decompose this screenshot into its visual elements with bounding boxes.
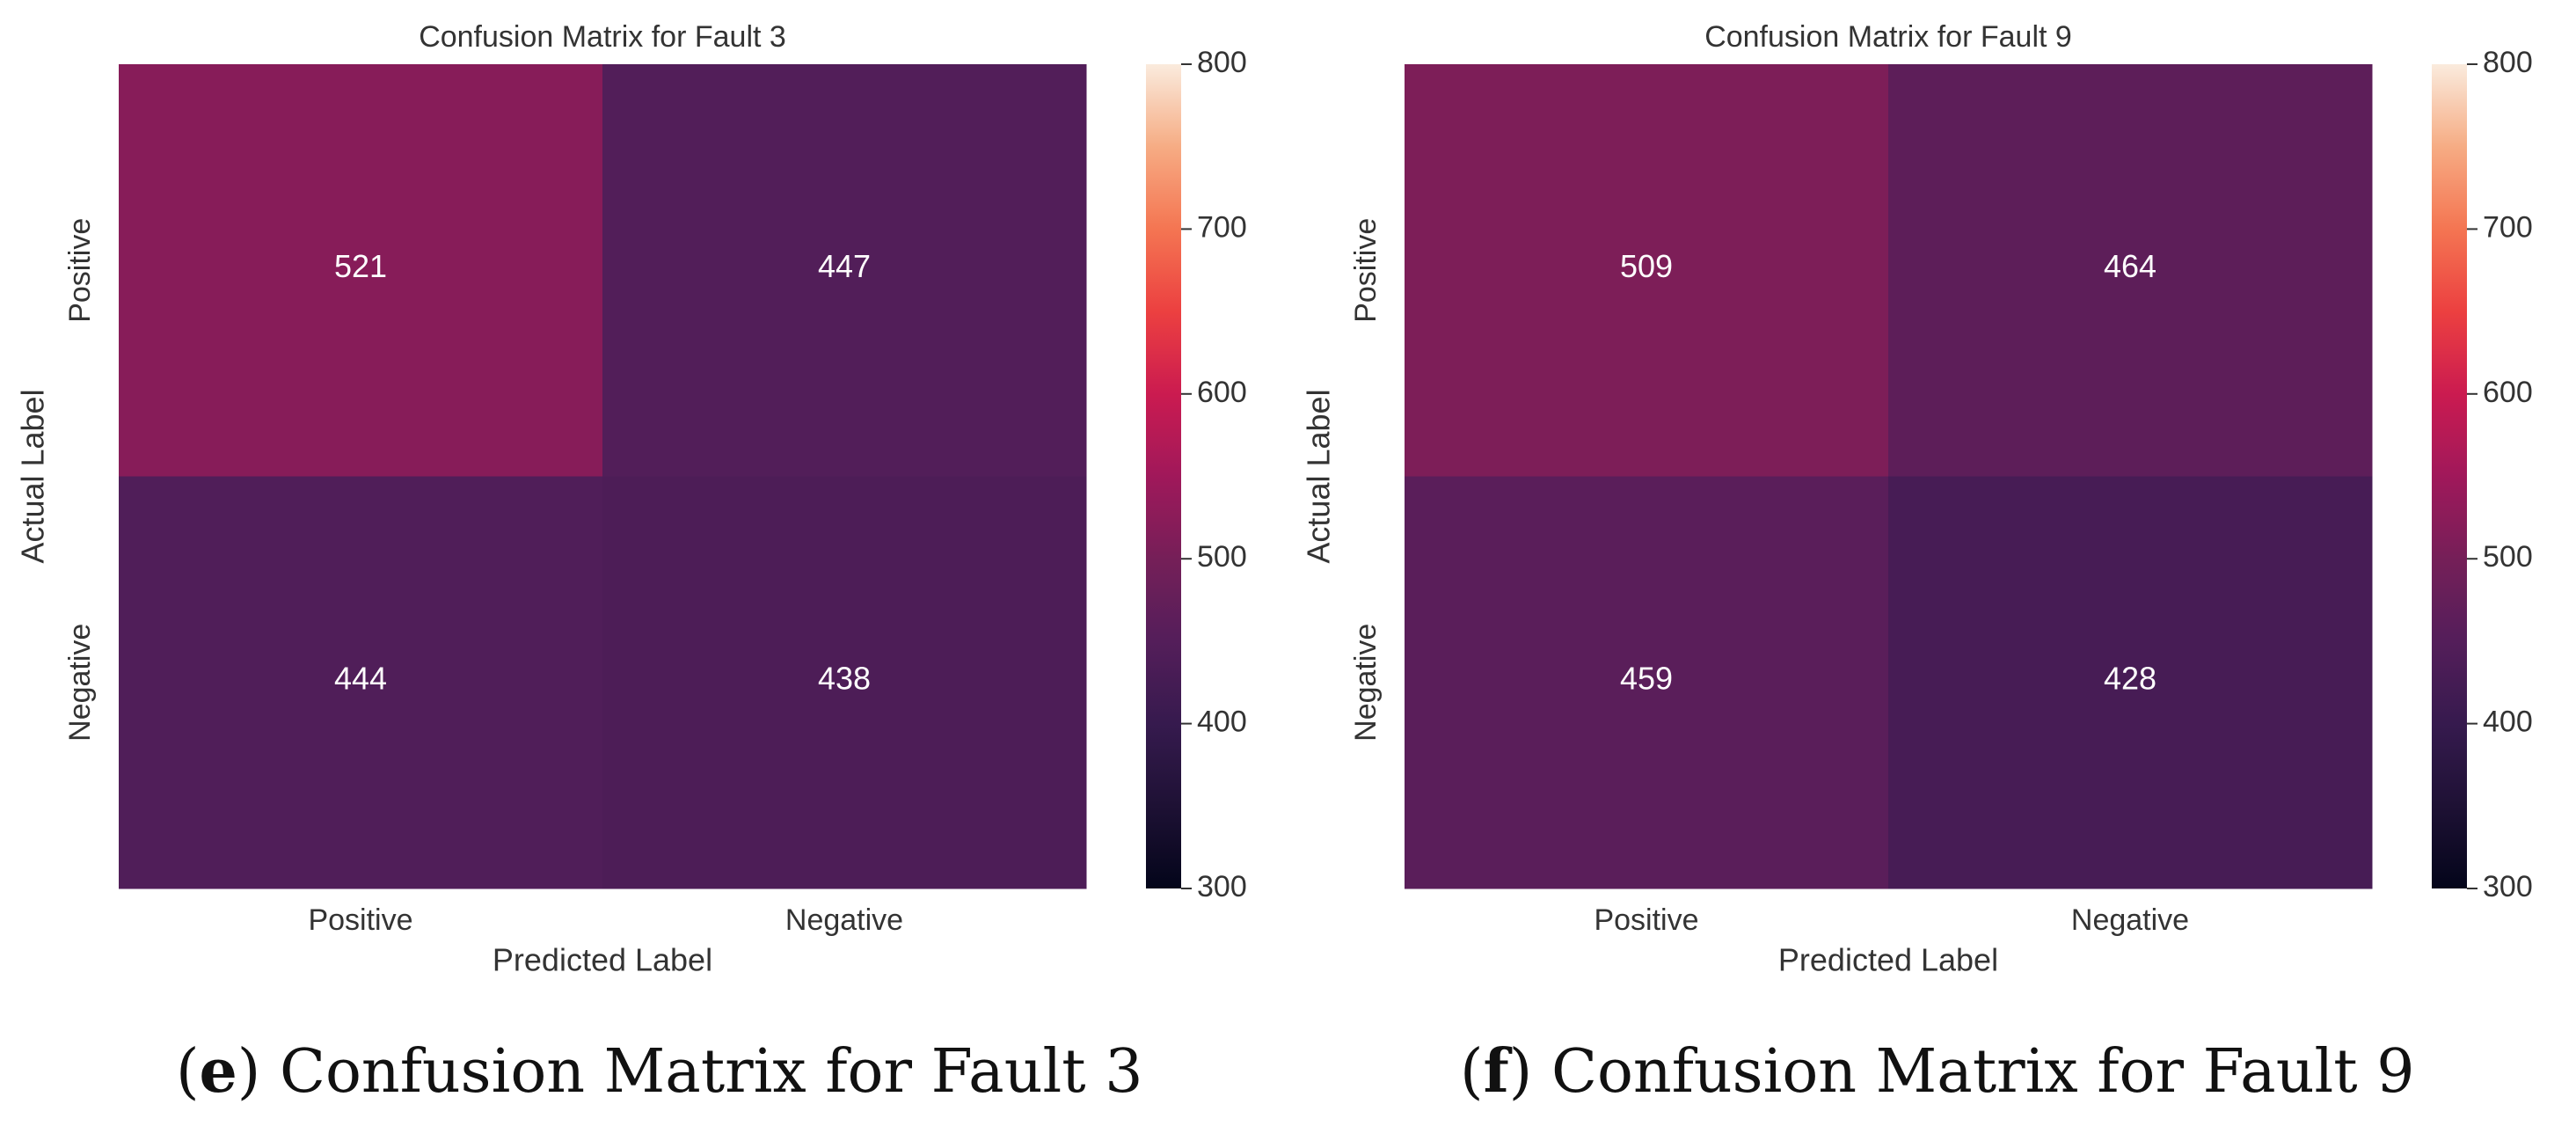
caption-fault-9: (f) Confusion Matrix for Fault 9: [1460, 1036, 2415, 1107]
colorbar-tick-label: 700: [1197, 210, 1247, 244]
cell-value-label: 438: [818, 660, 871, 696]
colorbar-tick-label: 600: [2483, 376, 2533, 409]
cell-value-label: 444: [334, 660, 387, 696]
heatmap-cell: [1405, 476, 1889, 889]
colorbar-tick-label: 800: [1197, 46, 1247, 79]
cell-value-label: 447: [818, 248, 871, 284]
colorbar-tick-label: 500: [1197, 540, 1247, 574]
chart-fault-3: Confusion Matrix for Fault 3 521 447 444 438…: [15, 20, 1247, 978]
chart-title: Confusion Matrix for Fault 3: [419, 20, 786, 54]
colorbar-tick-label: 300: [1197, 870, 1247, 903]
cell-value-label: 428: [2104, 660, 2156, 696]
caption-fault-3: (e) Confusion Matrix for Fault 3: [176, 1036, 1143, 1107]
colorbar: [1146, 64, 1181, 888]
heatmap-cell: [602, 476, 1087, 889]
heatmap-cell: [602, 64, 1087, 477]
colorbar-tick-label: 300: [2483, 870, 2533, 903]
caption-text: Confusion Matrix for Fault 3: [279, 1037, 1143, 1107]
chart-fault-9: Confusion Matrix for Fault 9 509 464 459 428…: [1301, 20, 2533, 978]
cell-value-label: 521: [334, 248, 387, 284]
colorbar-tick-label: 400: [2483, 706, 2533, 739]
x-tick-label: Positive: [1594, 903, 1698, 937]
y-axis-label: Actual Label: [15, 389, 51, 563]
cell-value-label: 464: [2104, 248, 2156, 284]
colorbar-tick-label: 500: [2483, 540, 2533, 574]
y-tick-label: Positive: [63, 218, 97, 323]
colorbar-tick-label: 700: [2483, 210, 2533, 244]
caption-letter: f: [1483, 1036, 1509, 1107]
heatmap-cell: [1888, 64, 2373, 477]
colorbar-tick-label: 400: [1197, 706, 1247, 739]
cell-value-label: 509: [1620, 248, 1673, 284]
y-tick-label: Positive: [1349, 218, 1383, 323]
cell-value-label: 459: [1620, 660, 1673, 696]
x-tick-label: Negative: [2071, 903, 2189, 937]
caption-text: Confusion Matrix for Fault 9: [1551, 1037, 2415, 1107]
caption-letter: e: [199, 1036, 237, 1107]
y-tick-label: Negative: [63, 624, 97, 742]
colorbar-tick-label: 800: [2483, 46, 2533, 79]
colorbar: [2432, 64, 2467, 888]
heatmap-cell: [1405, 64, 1889, 477]
y-tick-label: Negative: [1349, 624, 1383, 742]
heatmap-cell: [1888, 476, 2373, 889]
colorbar-tick-label: 600: [1197, 376, 1247, 409]
y-axis-label: Actual Label: [1301, 389, 1337, 563]
x-tick-label: Negative: [785, 903, 903, 937]
x-axis-label: Predicted Label: [1778, 942, 1998, 978]
heatmap-cell: [119, 64, 603, 477]
confusion-matrix-figure: Confusion Matrix for Fault 3 521 447 444 438…: [15, 20, 2533, 978]
heatmap-cell: [119, 476, 603, 889]
x-tick-label: Positive: [308, 903, 412, 937]
chart-title: Confusion Matrix for Fault 9: [1704, 20, 2072, 54]
x-axis-label: Predicted Label: [493, 942, 712, 978]
